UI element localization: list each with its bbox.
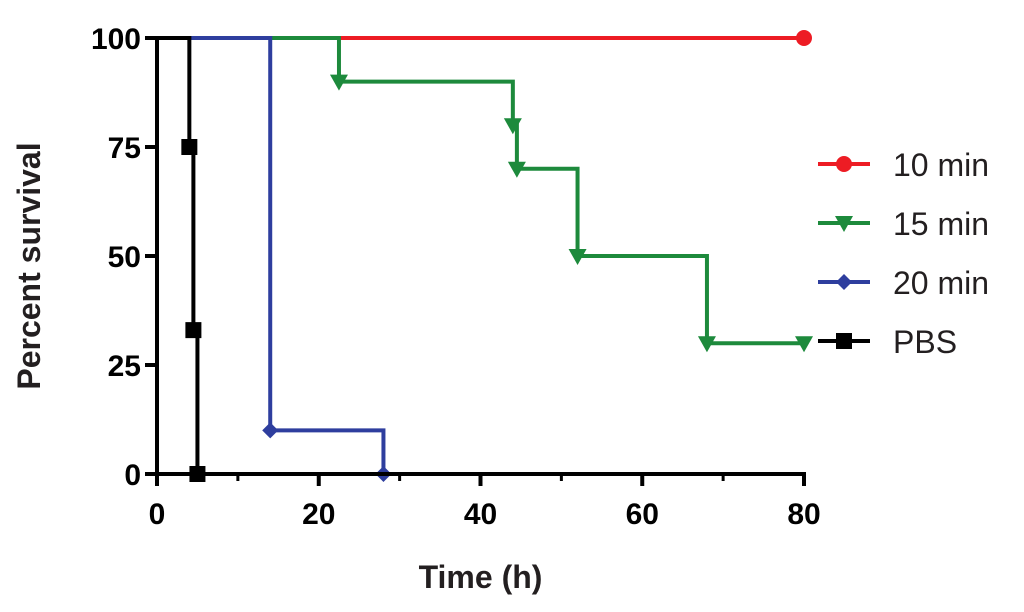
data-point-15-min-2 [507,161,526,178]
y-tick-label: 25 [108,350,141,383]
series-20-min [157,36,392,482]
series-pbs [157,36,206,482]
x-tick-label: 60 [626,498,659,531]
series-line-15-min [157,36,804,346]
data-point-15-min-5 [795,336,813,353]
legend-marker-20-min [836,274,852,290]
axes-layer: 0 25 50 75 100 0 20 40 60 80 [91,23,821,531]
x-tick-label: 80 [787,498,820,531]
data-point-15-min-3 [568,249,587,265]
data-point-15-min-4 [697,336,716,353]
legend-item-15-min: 15 min [818,206,989,242]
data-point-10-min-0 [796,30,812,46]
y-axis-title: Percent survival [11,142,47,389]
legend-item-10-min: 10 min [818,147,989,183]
legend-marker-10-min [836,156,852,172]
x-axis-title: Time (h) [419,559,543,595]
legend-label-20-min: 20 min [893,265,989,301]
series-line-pbs [157,36,200,474]
y-tick-label: 0 [124,459,141,492]
legend-item-20-min: 20 min [818,265,989,301]
x-tick-label: 40 [464,498,497,531]
series-layer [157,30,813,482]
y-tick-label: 75 [108,132,141,165]
series-15-min [157,36,813,353]
data-point-pbs-1 [185,322,202,339]
legend: 10 min 15 min 20 min PBS [818,147,989,360]
data-point-15-min-0 [329,74,348,91]
y-tick-label: 100 [91,23,141,56]
legend-label-15-min: 15 min [893,206,989,242]
legend-marker-pbs [836,333,852,349]
data-point-15-min-1 [503,118,522,135]
legend-label-pbs: PBS [893,324,957,360]
data-point-20-min-0 [262,422,279,439]
legend-label-10-min: 10 min [893,147,989,183]
data-point-pbs-0 [181,139,198,155]
x-tick-label: 0 [149,498,166,531]
legend-marker-15-min [835,216,853,232]
legend-item-pbs: PBS [818,324,957,360]
y-tick-label: 50 [108,241,141,274]
x-tick-label: 20 [302,498,335,531]
